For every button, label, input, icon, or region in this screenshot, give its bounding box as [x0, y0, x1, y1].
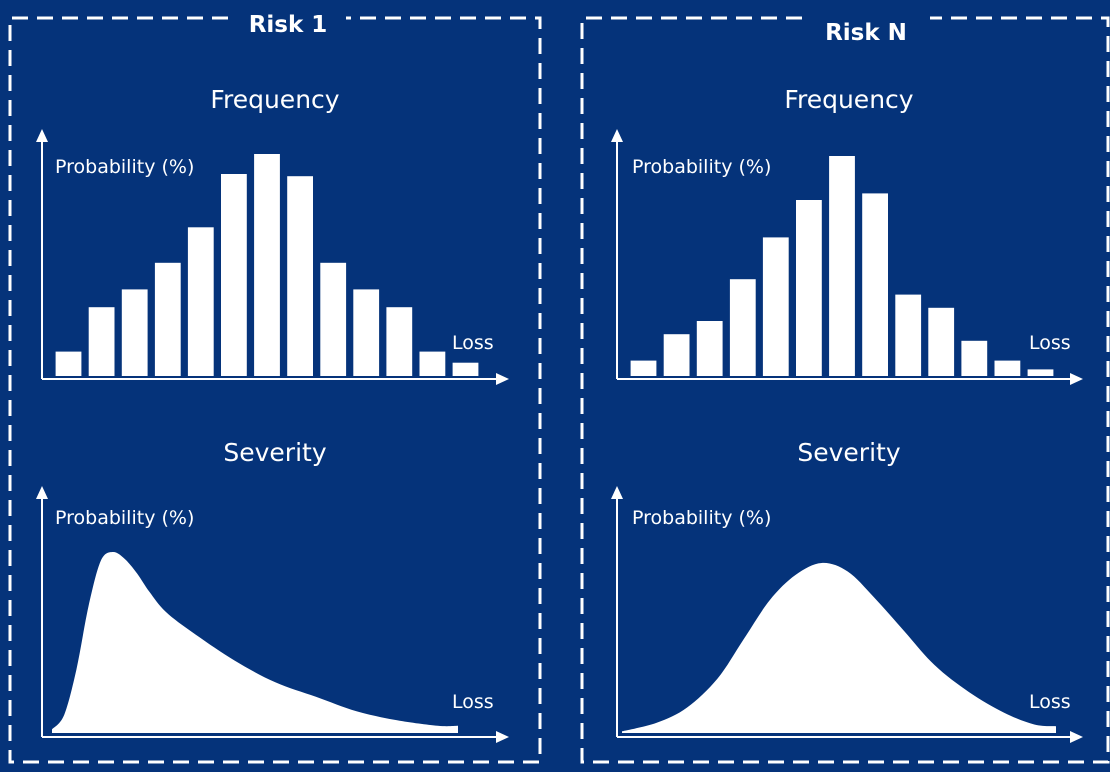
panel-n-frequency-bar-7: [829, 156, 855, 376]
panel-n-frequency-ylabel: Probability (%): [632, 156, 771, 178]
panel-1-frequency-bar-3: [121, 289, 148, 376]
panel-n-frequency-bar-4: [729, 279, 756, 376]
panel-n-severity-x-arrow-icon: [1070, 731, 1083, 743]
panel-n-severity-ylabel: Probability (%): [632, 507, 771, 529]
panel-1-frequency-bar-10: [353, 289, 380, 376]
panel-n-frequency-y-arrow-icon: [611, 129, 623, 142]
panel-1-frequency-bar-13: [452, 362, 479, 376]
panel-n-frequency-title: Frequency: [784, 85, 913, 114]
panel-n-frequency-chart: Frequency Probability (%) Loss: [611, 85, 1083, 385]
panel-1-severity-curve: [52, 551, 458, 733]
panel-n-frequency-bar-8: [862, 193, 888, 376]
panel-n-frequency-bar-3: [696, 321, 723, 376]
panel-1-severity-y-arrow-icon: [36, 486, 48, 499]
panel-n-severity-title: Severity: [797, 438, 900, 467]
panel-1-frequency-y-arrow-icon: [36, 129, 48, 142]
panel-n-severity-curve: [622, 562, 1056, 733]
panel-1-severity-x-arrow-icon: [496, 731, 509, 743]
panel-n-frequency-bar-1: [630, 360, 657, 376]
panel-1-frequency-x-arrow-icon: [496, 373, 509, 385]
panel-1-severity-chart: Severity Probability (%) Loss: [36, 438, 509, 743]
panel-1-frequency-bar-5: [187, 227, 214, 376]
panel-1-dashed-border: [8, 16, 542, 764]
panel-1-frequency-bar-12: [419, 351, 446, 376]
panel-1-frequency-xlabel: Loss: [452, 332, 494, 354]
panel-n-frequency-bar-6: [796, 200, 822, 376]
panel-1-frequency-chart: Frequency Probability (%) Loss: [36, 85, 509, 385]
panel-1-frequency-bars: [55, 154, 479, 376]
panel-n-severity-xlabel: Loss: [1029, 691, 1071, 713]
panel-n-frequency-bar-2: [663, 334, 690, 376]
panel-1-frequency-bar-2: [88, 307, 115, 376]
panel-n-frequency-bar-13: [1027, 369, 1054, 376]
panel-n-frequency-bar-12: [994, 360, 1021, 376]
panel-n-frequency-bar-9: [895, 294, 922, 376]
panel-n-frequency-bar-10: [928, 307, 955, 376]
panel-1-severity-title: Severity: [223, 438, 326, 467]
panel-n-frequency-bars: [630, 156, 1054, 376]
panel-1-severity-ylabel: Probability (%): [55, 507, 194, 529]
panel-n-severity-chart: Severity Probability (%) Loss: [611, 438, 1083, 743]
panel-n-dashed-border: [580, 16, 1110, 764]
panel-1-title: Risk 1: [249, 12, 328, 38]
panel-n-frequency-bar-5: [762, 237, 789, 376]
panel-1-frequency-bar-7: [254, 154, 280, 376]
panel-n-frequency-x-arrow-icon: [1070, 373, 1083, 385]
risk-panel-1: Risk 1 Frequency Probability (%) Loss Se…: [8, 12, 542, 764]
panel-1-frequency-bar-1: [55, 351, 82, 376]
panel-n-title: Risk N: [825, 20, 907, 46]
panel-1-frequency-bar-6: [221, 174, 247, 376]
panel-n-frequency-xlabel: Loss: [1029, 332, 1071, 354]
panel-1-severity-xlabel: Loss: [452, 691, 494, 713]
panel-n-frequency-bar-11: [961, 340, 988, 376]
panel-1-frequency-ylabel: Probability (%): [55, 156, 194, 178]
panel-1-frequency-bar-9: [320, 262, 347, 376]
panel-1-frequency-title: Frequency: [210, 85, 339, 114]
panel-n-severity-y-arrow-icon: [611, 486, 623, 499]
panel-1-frequency-bar-4: [154, 262, 181, 376]
panel-1-frequency-bar-11: [386, 307, 413, 376]
risk-panel-n: Risk N Frequency Probability (%) Loss Se…: [580, 16, 1110, 764]
panel-1-frequency-bar-8: [287, 176, 313, 376]
